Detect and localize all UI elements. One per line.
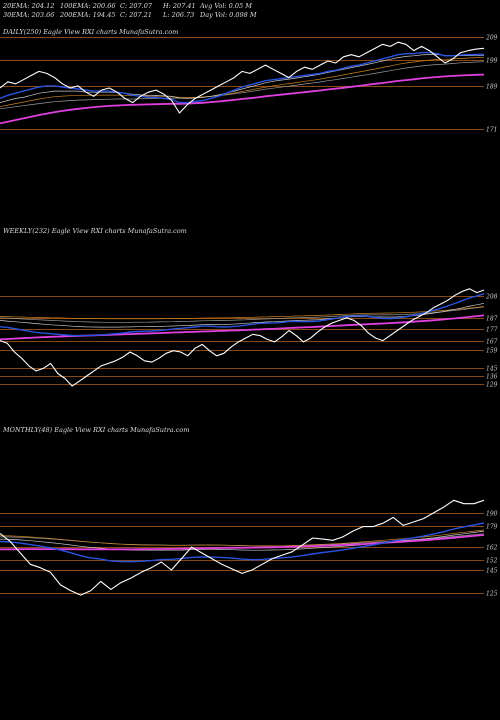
monthly-tick-label: 125 (486, 591, 498, 598)
header-close-1: C: 207.07 (120, 2, 152, 10)
monthly-price-line (0, 499, 485, 596)
monthly-tick-label: 179 (486, 524, 498, 531)
daily-ema-short-line (0, 51, 484, 104)
daily-tick-label: 199 (486, 58, 498, 65)
weekly-tick-label: 129 (486, 382, 498, 389)
header-close-2: C: 207.21 (120, 11, 152, 19)
daily-ema-mid-1-line (0, 54, 484, 103)
weekly-chart-title: WEEKLY(232) Eagle View RXI charts Munafa… (3, 227, 187, 235)
weekly-tick-label: 167 (486, 339, 498, 346)
header-100ema: 100EMA: 200.66 (60, 2, 116, 10)
weekly-tick-label: 136 (486, 374, 498, 381)
monthly-tick-label: 162 (486, 545, 498, 552)
weekly-tick-label: 187 (486, 316, 498, 323)
monthly-tick-label: 190 (486, 511, 498, 518)
weekly-tick-label: 208 (485, 294, 498, 301)
header-day-vol: Day Vol: 0.098 M (200, 11, 257, 19)
header-200ema: 200EMA: 194.45 (60, 11, 116, 19)
daily-ema-mid-3-line (0, 56, 485, 108)
monthly-ema-short-line (0, 522, 485, 563)
daily-chart-title: DAILY(250) Eagle View RXI charts MunafaS… (2, 28, 178, 36)
header-30ema: 30EMA: 203.66 (3, 11, 55, 19)
weekly-tick-label: 159 (486, 348, 498, 355)
weekly-price-line (0, 288, 485, 387)
monthly-chart-title: MONTHLY(48) Eagle View RXI charts Munafa… (2, 426, 189, 434)
monthly-ema-long-line (0, 534, 485, 551)
monthly-tick-label: 152 (486, 558, 498, 565)
weekly-tick-label: 177 (486, 327, 498, 334)
monthly-tick-label: 145 (486, 568, 498, 575)
daily-tick-label: 189 (486, 84, 498, 91)
weekly-ema-short-line (0, 293, 485, 337)
weekly-tick-label: 145 (486, 366, 498, 373)
daily-ema-mid-2-line (0, 61, 485, 110)
header-avg-vol: Avg Vol: 0.05 M (200, 2, 252, 10)
header-high: H: 207.41 (163, 2, 196, 10)
weekly-ema-mid-2-line (0, 306, 485, 323)
daily-tick-label: 171 (486, 127, 497, 134)
weekly-ema-mid-3-line (0, 306, 485, 320)
header-20ema: 20EMA: 204.12 (3, 2, 55, 10)
daily-ema-long-line (0, 73, 485, 125)
daily-tick-label: 209 (485, 35, 498, 42)
daily-price-line (0, 41, 485, 114)
indicator-header: 20EMA: 204.12 100EMA: 200.66 C: 207.07 H… (0, 0, 500, 20)
header-low: L: 206.73 (163, 11, 195, 19)
